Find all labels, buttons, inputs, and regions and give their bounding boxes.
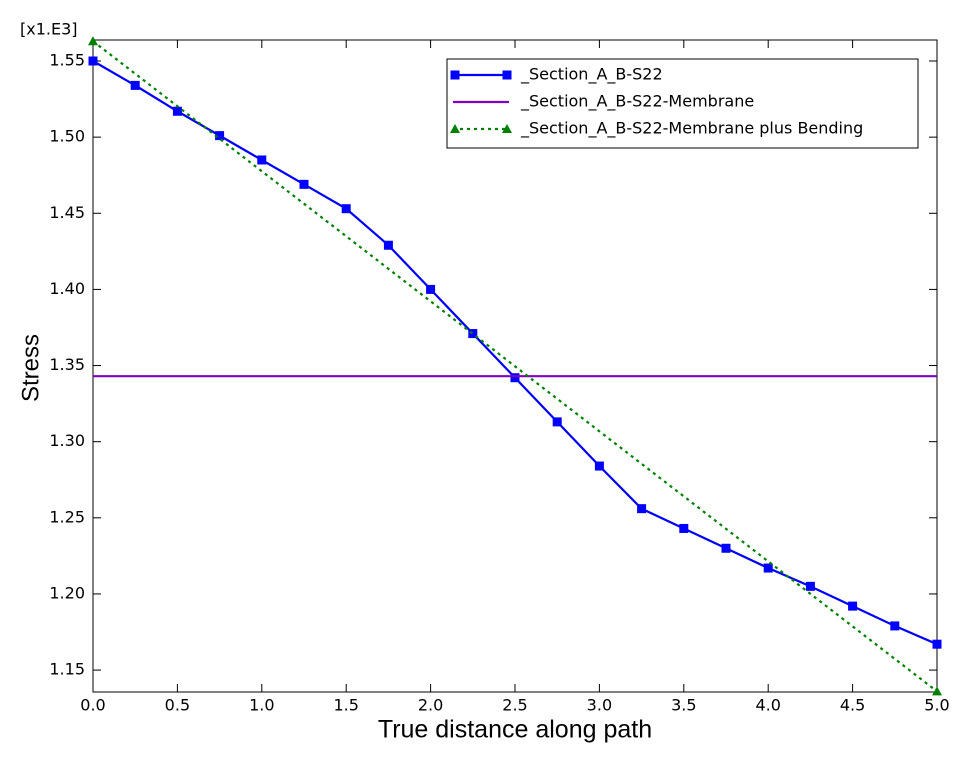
marker bbox=[932, 639, 942, 649]
marker bbox=[890, 621, 900, 631]
marker bbox=[426, 284, 436, 294]
y-tick-label: 1.25 bbox=[49, 507, 85, 526]
y-tick-label: 1.30 bbox=[49, 431, 85, 450]
y-tick-label: 1.15 bbox=[49, 660, 85, 679]
y-tick-label: 1.45 bbox=[49, 203, 85, 222]
marker bbox=[341, 204, 351, 214]
marker bbox=[763, 563, 773, 573]
y-tick-label: 1.35 bbox=[49, 355, 85, 374]
marker bbox=[805, 581, 815, 591]
y-tick-label: 1.20 bbox=[49, 583, 85, 602]
x-tick-label: 4.0 bbox=[755, 696, 780, 715]
y-tick-label: 1.55 bbox=[49, 51, 85, 70]
marker bbox=[510, 373, 520, 383]
x-tick-label: 4.5 bbox=[840, 696, 865, 715]
marker bbox=[130, 80, 140, 90]
marker bbox=[848, 601, 858, 611]
x-axis-label: True distance along path bbox=[378, 716, 652, 744]
marker bbox=[721, 543, 731, 553]
legend-label: _Section_A_B-S22-Membrane plus Bending bbox=[520, 119, 863, 139]
marker bbox=[383, 240, 393, 250]
marker bbox=[299, 179, 309, 189]
x-tick-label: 2.5 bbox=[502, 696, 527, 715]
marker bbox=[594, 461, 604, 471]
marker bbox=[215, 131, 225, 141]
marker bbox=[932, 686, 942, 696]
marker bbox=[637, 504, 647, 514]
x-tick-label: 1.0 bbox=[249, 696, 274, 715]
series-line bbox=[92, 40, 938, 693]
marker bbox=[502, 70, 512, 80]
marker bbox=[172, 106, 182, 116]
marker bbox=[679, 523, 689, 533]
legend-label: _Section_A_B-S22-Membrane bbox=[520, 92, 754, 112]
y-tick-label: 1.40 bbox=[49, 279, 85, 298]
y-multiplier: [x1.E3] bbox=[20, 20, 78, 39]
x-tick-label: 3.0 bbox=[587, 696, 612, 715]
x-tick-label: 1.5 bbox=[333, 696, 358, 715]
x-tick-label: 3.5 bbox=[671, 696, 696, 715]
marker bbox=[502, 124, 512, 133]
marker bbox=[450, 70, 460, 80]
marker bbox=[257, 155, 267, 165]
marker bbox=[88, 36, 98, 46]
x-tick-label: 0.5 bbox=[165, 696, 190, 715]
x-tick-label: 2.0 bbox=[418, 696, 443, 715]
marker bbox=[468, 329, 478, 339]
y-axis-label: Stress bbox=[17, 334, 44, 402]
x-tick-label: 5.0 bbox=[924, 696, 949, 715]
marker bbox=[552, 417, 562, 427]
marker bbox=[88, 56, 98, 66]
marker bbox=[450, 124, 460, 133]
legend-box bbox=[446, 58, 919, 149]
x-tick-label: 0.0 bbox=[80, 696, 105, 715]
y-tick-label: 1.50 bbox=[49, 127, 85, 146]
legend-label: _Section_A_B-S22 bbox=[520, 65, 663, 85]
